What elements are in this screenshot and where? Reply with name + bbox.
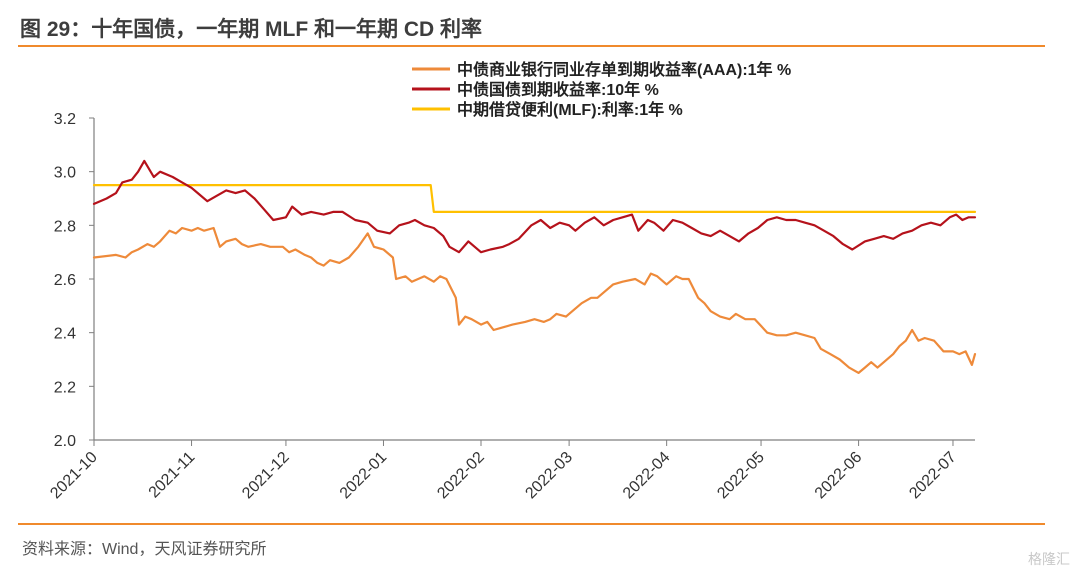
x-tick-label: 2021-12 <box>239 449 293 503</box>
x-tick-label: 2022-02 <box>434 449 488 503</box>
y-tick-label: 2.6 <box>54 272 76 289</box>
page-title: 图 29：十年国债，一年期 MLF 和一年期 CD 利率 <box>20 18 483 41</box>
legend-label-0: 中债商业银行同业存单到期收益率(AAA):1年 % <box>457 60 791 79</box>
chart-series <box>92 159 977 374</box>
x-tick-label: 2022-06 <box>812 449 866 503</box>
x-tick-label: 2022-04 <box>620 449 674 503</box>
series-line-0 <box>92 226 977 374</box>
source-divider <box>18 523 1045 525</box>
legend-label-2: 中期借贷便利(MLF):利率:1年 % <box>457 100 683 119</box>
y-tick-label: 2.4 <box>54 326 76 343</box>
title-divider <box>18 45 1045 47</box>
chart-legend: 中债商业银行同业存单到期收益率(AAA):1年 %中债国债到期收益率:10年 %… <box>412 60 791 119</box>
x-tick-label: 2022-05 <box>714 449 768 503</box>
y-tick-label: 2.0 <box>54 433 76 450</box>
y-tick-label: 2.8 <box>54 218 76 235</box>
x-tick-label: 2022-03 <box>522 449 576 503</box>
source-note: 资料来源：Wind，天风证券研究所 <box>22 541 267 558</box>
x-tick-label: 2022-07 <box>906 449 960 503</box>
y-tick-label: 2.2 <box>54 379 76 396</box>
y-tick-label: 3.0 <box>54 165 76 182</box>
x-tick-label: 2021-10 <box>47 449 101 503</box>
series-line-1 <box>92 159 977 254</box>
watermark: 格隆汇 <box>1028 551 1070 567</box>
x-tick-label: 2021-11 <box>146 449 199 502</box>
chart-axes: 2.0 2.2 2.4 2.6 2.8 3.0 3.2 2021-10 2021-11 2021-… <box>47 111 975 502</box>
y-tick-label: 3.2 <box>54 111 76 128</box>
legend-label-1: 中债国债到期收益率:10年 % <box>457 80 659 99</box>
x-tick-label: 2022-01 <box>337 449 391 503</box>
series-line-2 <box>92 184 977 213</box>
